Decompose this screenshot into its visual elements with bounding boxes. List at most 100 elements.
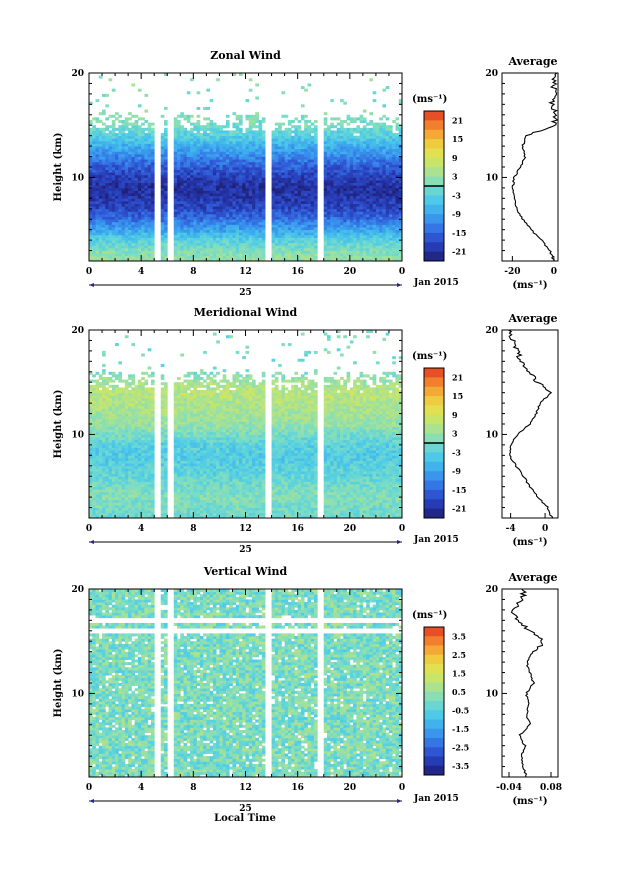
heatmap-cell [310, 237, 315, 241]
heatmap-cell [131, 255, 136, 259]
heatmap-cell [206, 229, 211, 233]
heatmap-cell [131, 180, 136, 184]
heatmap-cell [212, 153, 217, 157]
heatmap-cell [330, 151, 334, 155]
heatmap-cell [366, 140, 370, 144]
heatmap-cell [186, 182, 191, 186]
heatmap-cell [242, 247, 246, 251]
heatmap-cell [291, 198, 295, 202]
heatmap-cell [366, 174, 370, 178]
heatmap-cell [160, 242, 165, 246]
heatmap-cell [248, 234, 253, 238]
heatmap-cell [346, 135, 351, 139]
heatmap-cell [372, 174, 377, 178]
heatmap-cell [137, 156, 142, 160]
heatmap-cell [395, 117, 400, 121]
heatmap-cell [395, 224, 400, 228]
heatmap-cell [375, 127, 380, 131]
heatmap-cell [108, 125, 113, 129]
heatmap-cell [111, 224, 116, 228]
heatmap-cell [346, 237, 351, 241]
heatmap-cell [313, 214, 318, 218]
heatmap-cell [131, 250, 136, 254]
heatmap-cell [115, 206, 119, 210]
heatmap-cell [95, 99, 100, 103]
heatmap-cell [307, 193, 312, 197]
heatmap-cell [206, 133, 211, 137]
heatmap-cell [300, 221, 305, 225]
heatmap-cell [346, 187, 351, 191]
heatmap-cell [366, 172, 370, 176]
heatmap-cell [304, 208, 308, 212]
heatmap-cell [310, 240, 315, 244]
heatmap-cell [353, 253, 357, 257]
heatmap-cell [379, 219, 383, 223]
heatmap-cell [245, 140, 250, 144]
heatmap-cell [219, 245, 224, 249]
heatmap-cell [209, 140, 214, 144]
heatmap-cell [190, 211, 194, 215]
heatmap-cell [327, 229, 331, 233]
heatmap-cell [141, 182, 145, 186]
heatmap-cell [330, 190, 334, 194]
heatmap-cell [219, 206, 224, 210]
heatmap-cell [89, 247, 93, 251]
heatmap-cell [375, 245, 380, 249]
heatmap-cell [219, 161, 224, 165]
heatmap-cell [115, 135, 119, 139]
heatmap-cell [141, 232, 145, 236]
heatmap-cell [382, 140, 387, 144]
heatmap-cell [225, 240, 230, 244]
heatmap-cell [141, 180, 145, 184]
heatmap-cell [108, 182, 113, 186]
heatmap-cell [372, 180, 377, 184]
heatmap-cell [196, 91, 201, 95]
heatmap-cell [225, 227, 230, 231]
heatmap-cell [89, 120, 93, 124]
heatmap-cell [313, 198, 318, 202]
heatmap-cell [92, 489, 96, 493]
heatmap-cell [89, 227, 93, 231]
heatmap-cell [278, 203, 282, 207]
heatmap-cell [297, 164, 302, 168]
heatmap-cell [242, 253, 246, 257]
heatmap-cell [336, 247, 341, 251]
heatmap-cell [349, 120, 354, 124]
heatmap-cell [297, 258, 302, 262]
heatmap-cell [336, 159, 341, 163]
heatmap-cell [362, 125, 367, 129]
heatmap-cell [362, 258, 367, 262]
heatmap-cell [385, 219, 390, 223]
heatmap-cell [330, 174, 334, 178]
heatmap-cell [190, 127, 194, 131]
heatmap-cell [284, 156, 289, 160]
heatmap-cell [392, 174, 396, 178]
heatmap-cell [124, 148, 129, 152]
heatmap-cell [333, 135, 338, 139]
heatmap-cell [131, 127, 136, 131]
heatmap-cell [235, 125, 240, 129]
heatmap-cell [222, 195, 227, 199]
heatmap-cell [173, 216, 178, 220]
heatmap-cell [388, 219, 393, 223]
heatmap-cell [219, 193, 224, 197]
heatmap-cell [115, 198, 119, 202]
heatmap-cell [300, 255, 305, 259]
heatmap-cell [209, 174, 214, 178]
heatmap-cell [89, 429, 93, 433]
heatmap-cell [98, 182, 103, 186]
heatmap-cell [92, 232, 96, 236]
heatmap-cell [398, 208, 403, 212]
heatmap-cell [359, 237, 364, 241]
heatmap-cell [89, 190, 93, 194]
heatmap-cell [392, 240, 396, 244]
heatmap-cell [366, 185, 370, 189]
heatmap-cell [121, 232, 126, 236]
heatmap-cell [261, 190, 266, 194]
heatmap-cell [196, 221, 201, 225]
heatmap-cell [89, 200, 93, 204]
heatmap-cell [242, 242, 246, 246]
heatmap-cell [304, 174, 308, 178]
heatmap-cell [291, 187, 295, 191]
heatmap-cell [310, 224, 315, 228]
